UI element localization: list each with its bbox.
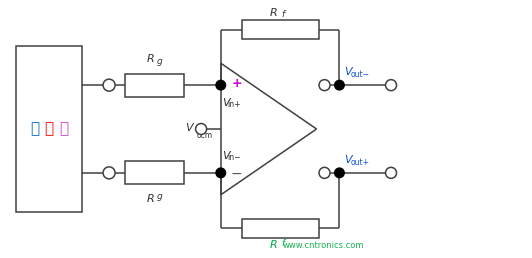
Text: 信: 信 xyxy=(30,122,39,136)
Circle shape xyxy=(334,80,345,91)
Text: ocm: ocm xyxy=(197,131,213,140)
Circle shape xyxy=(103,79,115,91)
Text: R: R xyxy=(146,54,154,64)
Text: V: V xyxy=(222,151,229,161)
Text: f: f xyxy=(281,10,284,19)
Text: g: g xyxy=(157,192,163,201)
Circle shape xyxy=(103,167,115,179)
Circle shape xyxy=(215,167,226,178)
Bar xyxy=(16,46,82,212)
Bar xyxy=(125,74,184,97)
Bar xyxy=(242,219,319,238)
Text: out+: out+ xyxy=(351,158,370,166)
Text: in+: in+ xyxy=(228,100,241,109)
Circle shape xyxy=(319,80,330,91)
Text: www.cntronics.com: www.cntronics.com xyxy=(283,241,364,249)
Text: g: g xyxy=(157,57,163,66)
Text: V: V xyxy=(344,155,351,165)
Text: in−: in− xyxy=(228,153,241,162)
Text: 源: 源 xyxy=(60,122,69,136)
Circle shape xyxy=(319,167,330,178)
Text: V: V xyxy=(344,67,351,77)
Bar xyxy=(125,161,184,184)
Text: 号: 号 xyxy=(45,122,54,136)
Text: f: f xyxy=(281,239,284,248)
Text: out−: out− xyxy=(351,70,370,79)
Bar xyxy=(242,20,319,39)
Text: R: R xyxy=(270,240,278,250)
Circle shape xyxy=(334,167,345,178)
Text: −: − xyxy=(231,167,243,181)
Text: V: V xyxy=(222,98,229,108)
Text: V: V xyxy=(185,123,193,133)
Text: R: R xyxy=(146,194,154,204)
Circle shape xyxy=(196,124,206,134)
Text: +: + xyxy=(231,77,242,90)
Circle shape xyxy=(386,167,396,178)
Circle shape xyxy=(215,80,226,91)
Circle shape xyxy=(386,80,396,91)
Text: R: R xyxy=(270,8,278,18)
